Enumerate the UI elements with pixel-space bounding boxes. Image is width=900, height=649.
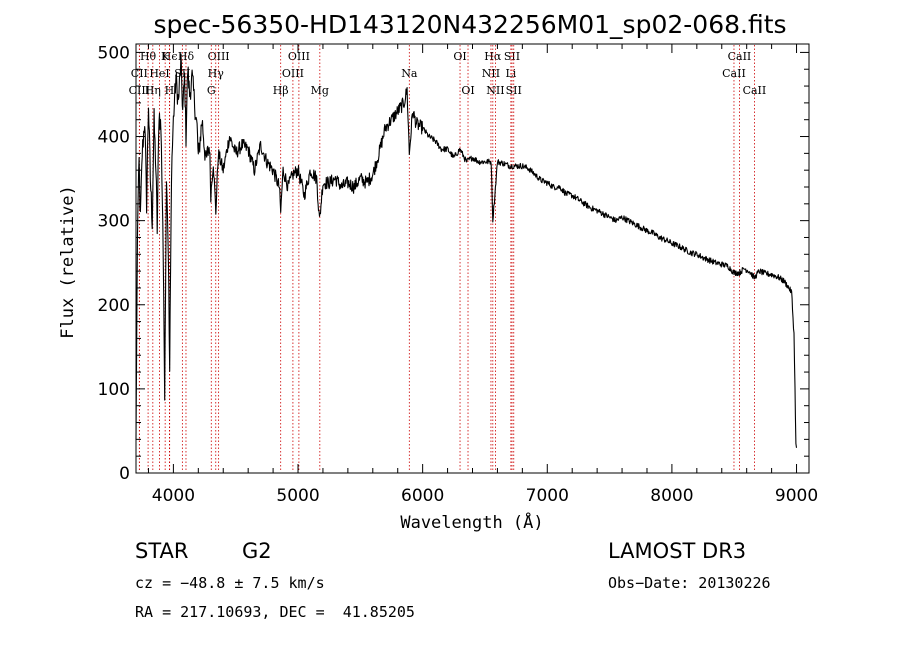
spectral-line-label: OI: [453, 50, 466, 63]
spectral-line-label: Hα: [484, 50, 502, 63]
spectral-line-label: NII: [486, 84, 504, 97]
spectral-line-label: CaII: [728, 50, 752, 63]
x-tick-label: 9000: [775, 486, 818, 506]
spectral-line-label: Li: [505, 67, 516, 80]
y-tick-label: 200: [98, 296, 130, 316]
spectral-line-label: OI: [461, 84, 474, 97]
subclass-label: G2: [242, 539, 272, 563]
y-tick-label: 500: [98, 43, 130, 63]
object-class-label: STAR: [135, 539, 189, 563]
spectral-line-label: Hβ: [273, 84, 289, 97]
spectral-line-label: SII: [174, 67, 190, 80]
x-tick-label: 6000: [401, 486, 444, 506]
spectral-line-label: Hθ: [140, 50, 157, 63]
x-axis-label: Wavelength (Å): [400, 511, 543, 533]
spectral-line-label: Hη: [145, 84, 161, 97]
y-tick-label: 100: [98, 380, 130, 400]
spectral-line-label: Na: [401, 67, 418, 80]
spectral-line-label: CIII: [129, 84, 150, 97]
y-axis-label: Flux (relative): [58, 185, 78, 339]
coordinates-label: RA = 217.10693, DEC = 41.85205: [135, 603, 415, 621]
spectrum-chart: spec-56350-HD143120N432256M01_sp02-068.f…: [58, 10, 819, 533]
redshift-label: cz = −48.8 ± 7.5 km/s: [135, 574, 325, 592]
spectrum-line: [135, 53, 798, 448]
spectral-line-label: Mg: [311, 84, 329, 97]
chart-title: spec-56350-HD143120N432256M01_sp02-068.f…: [153, 10, 786, 39]
spectral-line-label: K: [161, 50, 170, 63]
axis-ticks: 4000 5000 6000 7000 8000 9000 0 100 200 300 400 500: [98, 43, 819, 506]
spectral-line-label: Hγ: [208, 67, 225, 80]
x-tick-label: 4000: [152, 486, 195, 506]
x-tick-label: 8000: [650, 486, 693, 506]
spectral-line-label: CaII: [743, 84, 767, 97]
spectral-line-label: Hδ: [178, 50, 195, 63]
spectral-line-label: SII: [504, 50, 520, 63]
x-tick-label: 5000: [276, 486, 319, 506]
spectral-line-label: SII: [506, 84, 522, 97]
spectral-line-label: OIII: [208, 50, 230, 63]
y-tick-label: 300: [98, 212, 130, 232]
spectral-line-label: NII: [482, 67, 500, 80]
y-tick-label: 0: [119, 464, 130, 484]
spectral-line-label: OIII: [282, 67, 304, 80]
y-tick-label: 400: [98, 128, 130, 148]
plot-frame: [135, 43, 810, 474]
survey-label: LAMOST DR3: [608, 539, 747, 563]
spectral-line-label: H: [165, 84, 175, 97]
spectral-line-label: HeI: [149, 67, 169, 80]
obs-date-label: Obs−Date: 20130226: [608, 574, 771, 592]
spectral-line-label: CaII: [722, 67, 746, 80]
x-tick-label: 7000: [526, 486, 569, 506]
spectral-line-label: G: [207, 84, 216, 97]
spectral-line-label: OIII: [288, 50, 310, 63]
